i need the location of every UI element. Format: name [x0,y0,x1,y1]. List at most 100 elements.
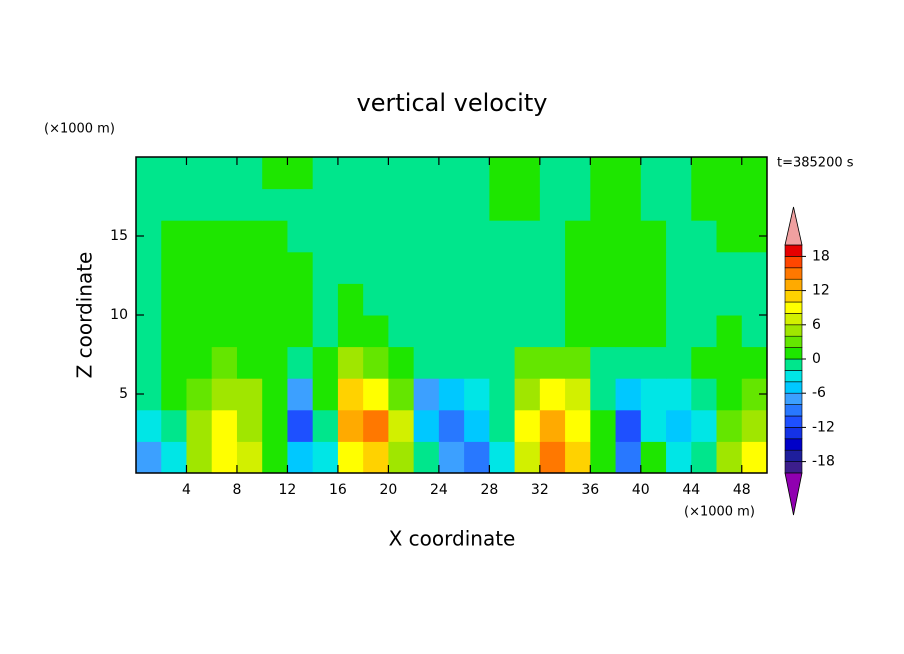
contour-cell [539,251,566,284]
contour-cell [514,157,541,190]
contour-cell [565,188,591,221]
overlay: 4 8 12 16 20 24 28 32 36 40 44 4851015-18-12-606121… [110,156,835,516]
contour-cell [337,157,364,190]
colorbar-box [784,438,803,451]
colorbar-tick-label: -12 [812,419,835,435]
colorbar-box [784,301,803,314]
contour-cell [539,283,566,316]
x-tick-label: 28 [480,482,498,498]
contour-cell [438,157,465,190]
contour-cell [615,346,642,379]
contour-cell [464,378,490,411]
colorbar-box [784,256,803,269]
contour-cell [716,378,743,411]
colorbar-box [784,392,803,405]
contour-cell [666,378,692,411]
contour-cell [211,378,238,411]
colorbar-tick-label: 18 [812,248,830,264]
contour-cell [514,409,541,442]
contour-cell [514,251,541,284]
contour-cell [716,409,743,442]
contour-cell [615,251,642,284]
contour-cell [211,220,238,253]
contour-cell [388,283,415,316]
x-tick-label: 24 [430,482,448,498]
contour-cell [388,378,415,411]
contour-cell [666,441,692,474]
contour-cell [489,220,516,253]
contour-cell [161,220,187,253]
contour-cell [312,315,339,348]
contour-cell [287,315,314,348]
x-tick-label: 32 [531,482,549,498]
contour-cell [438,441,465,474]
contour-cell [363,283,389,316]
contour-cell [136,283,162,316]
contour-cell [514,188,541,221]
contour-cell [388,315,415,348]
contour-cell [716,251,743,284]
contour-cell [565,220,591,253]
contour-cell [716,283,743,316]
contour-cell [741,157,768,190]
contour-cell [413,315,440,348]
contour-cell [489,283,516,316]
colorbar-box [784,290,803,303]
contour-cell [438,251,465,284]
contour-cell [312,409,339,442]
contour-cell [565,441,591,474]
colorbar-tick-label: 6 [812,317,821,333]
colorbar-box [784,267,803,280]
contour-cell [539,346,566,379]
x-unit: (×1000 m) [684,505,755,520]
contour-cell [287,378,314,411]
contour-cell [236,441,263,474]
contour-cell [691,220,718,253]
contour-cell [186,346,213,379]
contour-cell [337,283,364,316]
contour-cell [464,409,490,442]
contour-cell [565,378,591,411]
contour-cell [565,251,591,284]
contour-cell [666,251,692,284]
contour-cell [388,346,415,379]
contour-cell [363,157,389,190]
contour-cell [337,441,364,474]
contour-cell [262,346,288,379]
contour-cell [388,220,415,253]
contour-cell [161,157,187,190]
contour-cell [161,315,187,348]
contour-cell [666,188,692,221]
contour-cell [186,188,213,221]
contour-cell [640,315,667,348]
contour-cell [161,346,187,379]
colorbar-box [784,313,803,326]
contour-cell [287,220,314,253]
contour-cell [741,346,768,379]
chart-title: vertical velocity [357,89,548,117]
contour-cell [186,315,213,348]
contour-cell [489,251,516,284]
x-tick-label: 12 [279,482,297,498]
contour-cell [691,441,718,474]
contour-cell [438,409,465,442]
contour-cell [262,283,288,316]
colorbar-box [784,381,803,394]
contour-cell [464,220,490,253]
contour-cell [716,188,743,221]
contour-cell [590,378,617,411]
y-tick-label: 10 [110,307,128,323]
contour-cell [590,409,617,442]
contour-cell [565,315,591,348]
contour-cell [413,378,440,411]
colorbar-tick-label: -6 [812,385,826,401]
contour-cell [363,409,389,442]
contour-cell [666,220,692,253]
contour-cell [640,378,667,411]
colorbar-box [784,324,803,337]
y-unit: (×1000 m) [44,122,115,137]
contour-cell [337,409,364,442]
colorbar-tick-label: 12 [812,283,830,299]
contour-cell [337,378,364,411]
contour-cell [590,251,617,284]
